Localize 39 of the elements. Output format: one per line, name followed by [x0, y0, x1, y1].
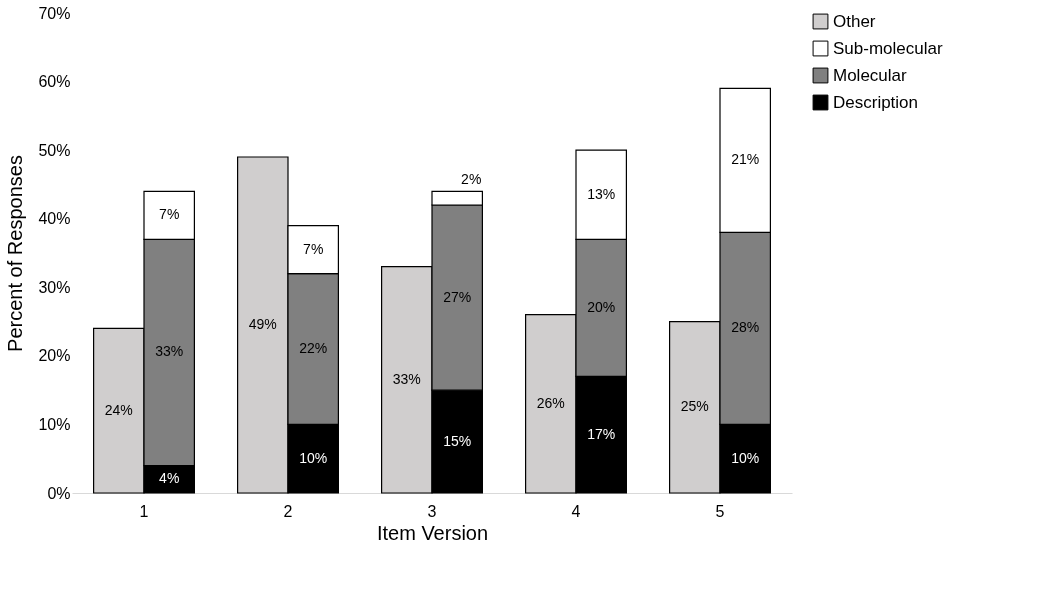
x-tick-label: 3: [427, 502, 437, 520]
data-label: 7%: [159, 206, 180, 223]
data-label: 28%: [731, 319, 760, 336]
legend-label: Other: [833, 11, 876, 31]
y-tick-label: 60%: [38, 73, 71, 91]
x-axis-title: Item Version: [376, 521, 489, 544]
y-tick-label: 0%: [47, 484, 71, 502]
data-label: 49%: [248, 316, 277, 332]
legend-label: Molecular: [833, 65, 908, 85]
x-tick-label: 5: [715, 502, 725, 520]
data-label: 20%: [587, 298, 616, 315]
data-label: 10%: [299, 449, 328, 466]
data-label: 4%: [159, 470, 180, 487]
data-label: 25%: [680, 398, 709, 415]
data-label: 15%: [443, 432, 472, 449]
y-tick-label: 20%: [38, 347, 71, 365]
x-tick-label: 1: [139, 502, 149, 520]
data-label: 22%: [299, 340, 328, 356]
y-tick-label: 50%: [38, 141, 71, 159]
data-label: 2%: [461, 171, 482, 188]
y-tick-label: 40%: [38, 210, 71, 228]
data-label: 10%: [731, 449, 760, 466]
data-label: 24%: [104, 401, 133, 418]
x-tick-label: 2: [283, 502, 293, 520]
data-label: 27%: [443, 288, 472, 305]
data-label: 33%: [155, 343, 184, 360]
data-label: 7%: [303, 240, 324, 257]
data-label: 33%: [392, 370, 421, 387]
x-tick-label: 4: [571, 502, 581, 520]
data-label: 17%: [587, 425, 616, 442]
legend-label: Description: [833, 92, 919, 112]
y-tick-label: 10%: [38, 415, 71, 433]
data-label: 26%: [536, 394, 565, 411]
data-label: 21%: [731, 151, 760, 168]
y-tick-label: 70%: [38, 4, 71, 22]
y-tick-label: 30%: [38, 278, 71, 296]
legend-label: Sub-molecular: [833, 38, 943, 58]
y-axis-title: Percent of Responses: [4, 155, 27, 352]
data-label: 13%: [587, 185, 616, 202]
